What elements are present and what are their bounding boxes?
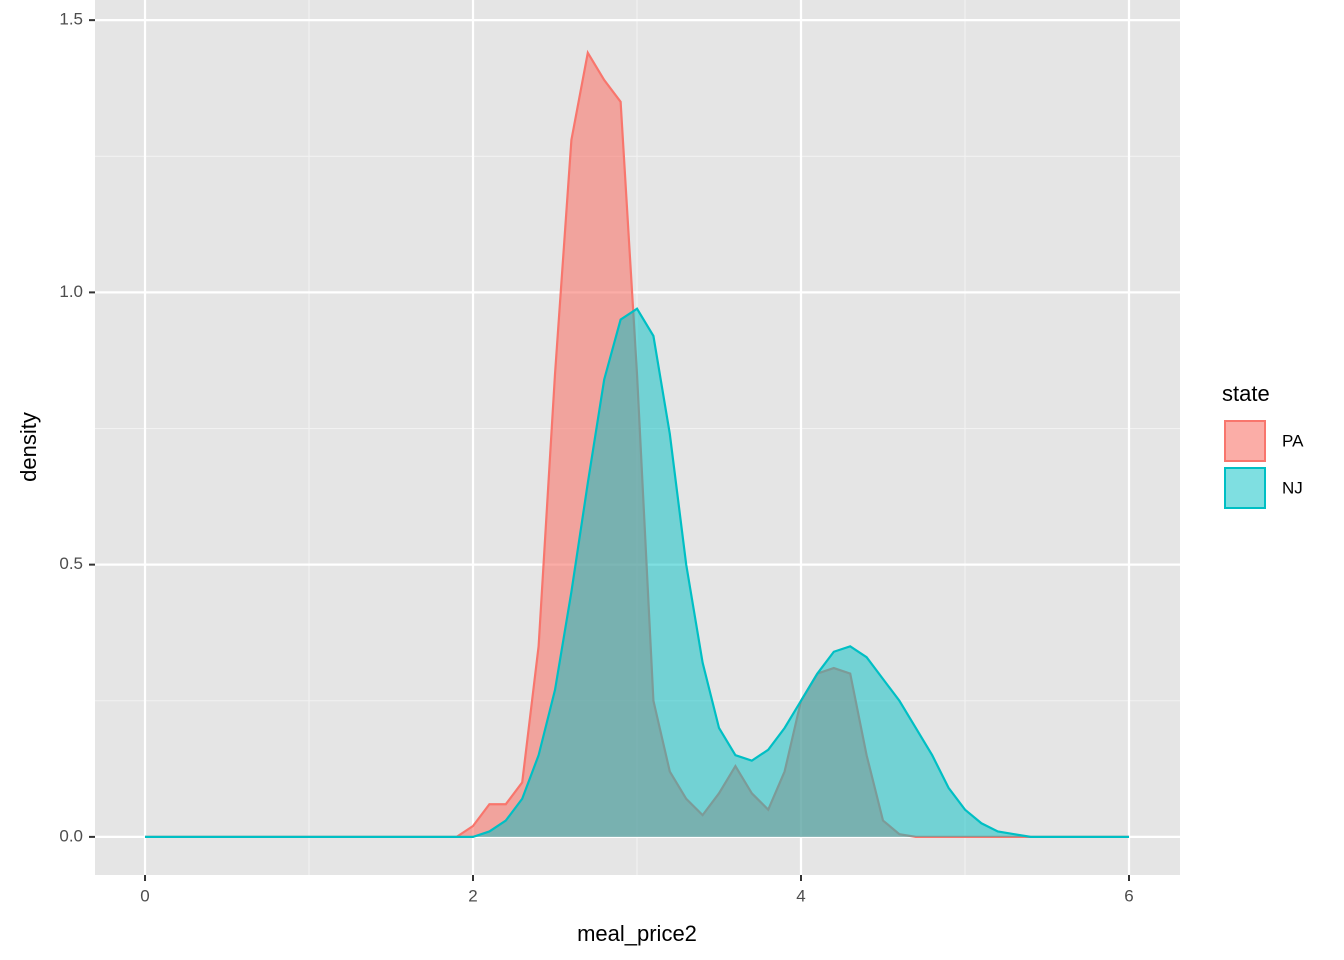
- y-axis-title: density: [16, 412, 41, 482]
- legend-swatch: [1224, 467, 1266, 509]
- y-tick-label: 1.0: [59, 282, 83, 301]
- x-axis-title: meal_price2: [577, 921, 697, 946]
- x-tick-label: 4: [796, 886, 805, 905]
- density-line: [145, 307, 1129, 838]
- x-tick-label: 0: [140, 886, 149, 905]
- y-tick-label: 0.5: [59, 554, 83, 573]
- y-tick-label: 0.0: [59, 826, 83, 845]
- legend-label: PA: [1282, 431, 1304, 450]
- legend-title: state: [1222, 381, 1270, 406]
- legend-swatch: [1224, 420, 1266, 462]
- x-tick-label: 2: [468, 886, 477, 905]
- y-tick-label: 1.5: [59, 10, 83, 29]
- density-fill: [145, 308, 1129, 837]
- legend-label: NJ: [1282, 478, 1303, 497]
- x-tick-label: 6: [1124, 886, 1133, 905]
